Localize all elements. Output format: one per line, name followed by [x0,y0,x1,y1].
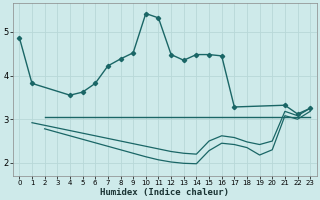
X-axis label: Humidex (Indice chaleur): Humidex (Indice chaleur) [100,188,229,197]
